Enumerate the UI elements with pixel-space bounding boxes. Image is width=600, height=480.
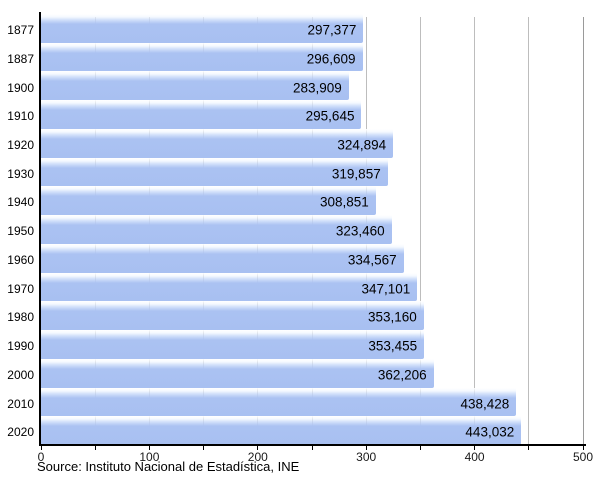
x-axis-ticks xyxy=(40,446,584,451)
bar-row: 1887 296,609 xyxy=(0,42,600,72)
source-caption: Source: Instituto Nacional de Estadístic… xyxy=(37,459,300,474)
bar: 334,567 xyxy=(41,243,404,273)
year-label: 1980 xyxy=(7,310,34,325)
x-axis-line xyxy=(39,444,586,446)
bar-row: 1877 297,377 xyxy=(0,14,600,43)
year-label: 1930 xyxy=(7,166,34,181)
year-label: 2000 xyxy=(7,367,34,382)
bar-value-label: 319,857 xyxy=(331,166,381,182)
bar: 296,609 xyxy=(41,42,363,72)
bar-value-label: 296,609 xyxy=(306,51,356,67)
year-label: 1990 xyxy=(7,339,34,354)
year-label: 1910 xyxy=(7,109,34,124)
year-label: 1960 xyxy=(7,252,34,267)
bar-row: 1900 283,909 xyxy=(0,71,600,101)
bar-value-label: 334,567 xyxy=(347,252,397,268)
year-label: 1887 xyxy=(7,51,34,66)
bar: 283,909 xyxy=(41,71,349,101)
bar-value-label: 362,206 xyxy=(377,367,427,383)
x-tick-label: 200 xyxy=(247,450,268,464)
bar-row: 1950 323,460 xyxy=(0,215,600,244)
bar: 297,377 xyxy=(41,14,364,43)
bar-row: 1920 324,894 xyxy=(0,128,600,158)
x-tick xyxy=(528,446,530,450)
x-tick xyxy=(474,446,476,450)
bar-row: 2020 443,032 xyxy=(0,416,600,445)
year-label: 1950 xyxy=(7,224,34,239)
x-axis-tick-labels: 0 100 200 300 400 500 xyxy=(38,450,593,464)
x-tick xyxy=(94,446,96,450)
bar-row: 1980 353,160 xyxy=(0,301,600,331)
bar: 323,460 xyxy=(41,215,392,244)
year-label: 1900 xyxy=(7,80,34,95)
bar: 308,851 xyxy=(41,186,376,216)
year-label: 1877 xyxy=(7,23,34,38)
x-tick-label: 300 xyxy=(356,450,377,464)
x-tick xyxy=(257,446,259,450)
x-tick-label: 500 xyxy=(572,450,594,464)
bar-row: 1940 308,851 xyxy=(0,186,600,216)
gridline xyxy=(419,17,421,445)
bar-row: 1930 319,857 xyxy=(0,157,600,187)
bar-value-label: 295,645 xyxy=(305,108,355,124)
bar: 295,645 xyxy=(41,100,362,129)
x-tick-label: 100 xyxy=(139,450,160,464)
bar-row: 2010 438,428 xyxy=(0,387,600,417)
bar-value-label: 438,428 xyxy=(460,396,510,412)
bar-row: 1970 347,101 xyxy=(0,272,600,302)
bar-row: 2000 362,206 xyxy=(0,358,600,388)
bar-value-label: 443,032 xyxy=(465,424,515,440)
gridline xyxy=(474,17,476,445)
bar-value-label: 323,460 xyxy=(335,223,385,239)
year-label: 1970 xyxy=(7,281,34,296)
bar-value-label: 324,894 xyxy=(337,137,387,153)
bar: 347,101 xyxy=(41,272,418,302)
x-tick xyxy=(582,446,584,450)
year-label: 2020 xyxy=(7,425,34,440)
bar: 324,894 xyxy=(41,128,394,158)
x-tick xyxy=(203,446,205,450)
x-tick-label: 400 xyxy=(464,450,485,464)
bar: 353,160 xyxy=(41,301,424,331)
bar: 319,857 xyxy=(41,157,388,187)
bar-value-label: 353,455 xyxy=(368,338,418,354)
bar: 353,455 xyxy=(41,330,425,359)
bar-row: 1990 353,455 xyxy=(0,330,600,359)
bar-value-label: 283,909 xyxy=(292,80,342,96)
gridline xyxy=(528,17,530,445)
x-tick xyxy=(311,446,313,450)
x-tick-label: 0 xyxy=(37,450,45,464)
x-tick xyxy=(365,446,367,450)
bar-value-label: 308,851 xyxy=(319,194,369,210)
bar: 362,206 xyxy=(41,358,434,388)
year-label: 1920 xyxy=(7,138,34,152)
gridline xyxy=(582,17,584,445)
bar: 443,032 xyxy=(41,416,522,445)
bar-row: 1910 295,645 xyxy=(0,100,600,129)
x-tick xyxy=(419,446,421,450)
year-label: 1940 xyxy=(7,195,34,210)
bar-row: 1960 334,567 xyxy=(0,243,600,273)
year-label: 2010 xyxy=(7,396,34,411)
y-axis-line xyxy=(39,12,41,446)
bar-value-label: 297,377 xyxy=(307,22,357,38)
bar-rows: 1877 297,377 1887 296,609 1900 283,909 1910 295… xyxy=(0,14,600,445)
bar-value-label: 347,101 xyxy=(361,281,411,297)
x-tick xyxy=(40,446,42,450)
bar: 438,428 xyxy=(41,387,517,417)
bar-value-label: 353,160 xyxy=(368,309,417,325)
x-tick xyxy=(148,446,150,450)
